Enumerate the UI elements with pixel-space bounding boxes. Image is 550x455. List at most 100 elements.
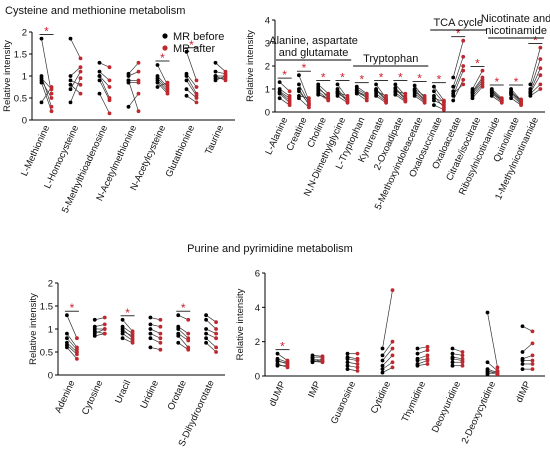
significance-star: *: [280, 340, 285, 354]
pair-line: [382, 341, 393, 356]
dot-before: [120, 317, 125, 322]
dot-before: [316, 92, 321, 97]
dot-after: [320, 360, 325, 365]
y-tick-label: 1.5: [40, 302, 53, 313]
pair-line: [41, 38, 52, 94]
group-label: Tryptophan: [363, 53, 418, 65]
dot-before: [310, 360, 315, 365]
x-tick-label: Thymidine: [400, 380, 428, 424]
x-tick-label: Orotate: [166, 379, 189, 412]
dot-after: [530, 341, 535, 346]
dot-after: [461, 38, 466, 43]
dot-after: [78, 91, 83, 96]
dot-before: [277, 96, 282, 101]
y-tick-label: 6: [255, 269, 260, 280]
dot-before: [450, 351, 455, 356]
pair-line: [99, 93, 110, 114]
dot-after: [102, 327, 107, 331]
dot-after: [223, 74, 228, 78]
dot-after: [287, 89, 292, 94]
dot-after: [355, 362, 360, 366]
dot-after: [355, 358, 360, 363]
dot-before: [489, 88, 494, 93]
x-tick-label: Guanosine: [329, 380, 358, 426]
dot-after: [107, 111, 112, 116]
dot-after: [422, 94, 427, 98]
dot-before: [155, 85, 160, 89]
dot-after: [326, 96, 331, 101]
dot-before: [97, 74, 102, 78]
x-tick-label: Glutathionine: [164, 124, 198, 179]
x-tick-label: Cytosine: [80, 379, 106, 417]
dot-before: [120, 331, 125, 336]
x-tick-label: Adenine: [53, 379, 78, 415]
dot-after: [442, 99, 446, 104]
pair-line: [205, 319, 217, 330]
dot-before: [393, 92, 398, 97]
x-tick-label: Deoxyuridine: [430, 380, 463, 435]
dot-after: [194, 85, 199, 89]
dot-before: [297, 82, 301, 87]
dot-before: [380, 346, 385, 351]
y-tick-label: 1.5: [14, 50, 27, 61]
dot-before: [275, 363, 280, 368]
dot-before: [65, 331, 69, 336]
dot-before: [92, 317, 97, 322]
dot-before: [277, 80, 282, 84]
y-tick-label: 3: [265, 39, 270, 50]
pair-line: [99, 80, 110, 101]
dot-after: [75, 336, 79, 341]
dot-before: [485, 310, 490, 315]
x-tick-label: Taurine: [203, 124, 226, 157]
dot-after: [355, 368, 360, 373]
dot-after: [186, 338, 191, 343]
dot-after: [107, 85, 112, 89]
significance-star: *: [359, 73, 364, 87]
pair-line: [215, 62, 226, 72]
dot-after: [345, 97, 350, 102]
pair-line: [178, 326, 189, 334]
dot-after: [49, 104, 54, 109]
dot-after: [519, 103, 523, 107]
pair-line: [205, 337, 217, 348]
pair-line: [70, 71, 81, 90]
y-tick-label: 0: [22, 116, 27, 127]
dot-after: [422, 100, 427, 105]
dot-after: [461, 64, 466, 68]
dot-before: [451, 98, 456, 103]
dot-after: [425, 344, 430, 349]
dot-after: [307, 96, 311, 101]
dot-after: [530, 353, 535, 358]
x-tick-label: L-Methionine: [19, 124, 52, 178]
pair-line: [318, 88, 329, 97]
y-tick-label: 1: [48, 325, 53, 336]
dot-after: [519, 97, 523, 102]
dot-before: [126, 104, 131, 109]
dot-after: [307, 102, 311, 106]
dot-after: [425, 358, 430, 363]
dot-after: [460, 363, 465, 368]
pair-line: [433, 86, 445, 101]
chart-title: Cysteine and methionine metabolism: [5, 5, 185, 17]
dot-after: [538, 45, 543, 50]
dot-after: [214, 345, 218, 350]
dot-after: [425, 362, 430, 366]
y-axis-label: Relative intensity: [245, 30, 256, 102]
pair-line: [452, 40, 464, 78]
dot-after: [165, 80, 170, 85]
dot-after: [194, 78, 199, 83]
dot-after: [320, 356, 325, 361]
dot-before: [345, 351, 350, 356]
x-tick-label: dUMP: [267, 380, 288, 409]
significance-star: *: [340, 70, 345, 84]
y-tick-label: 0: [255, 372, 260, 383]
dot-before: [509, 92, 513, 97]
dot-before: [520, 362, 525, 366]
legend-marker: [162, 45, 168, 51]
dot-before: [204, 313, 208, 318]
x-tick-label: Cytidine: [369, 380, 393, 416]
dot-before: [184, 78, 189, 83]
dot-before: [335, 94, 340, 98]
significance-star: *: [514, 75, 519, 89]
dot-before: [380, 367, 385, 372]
